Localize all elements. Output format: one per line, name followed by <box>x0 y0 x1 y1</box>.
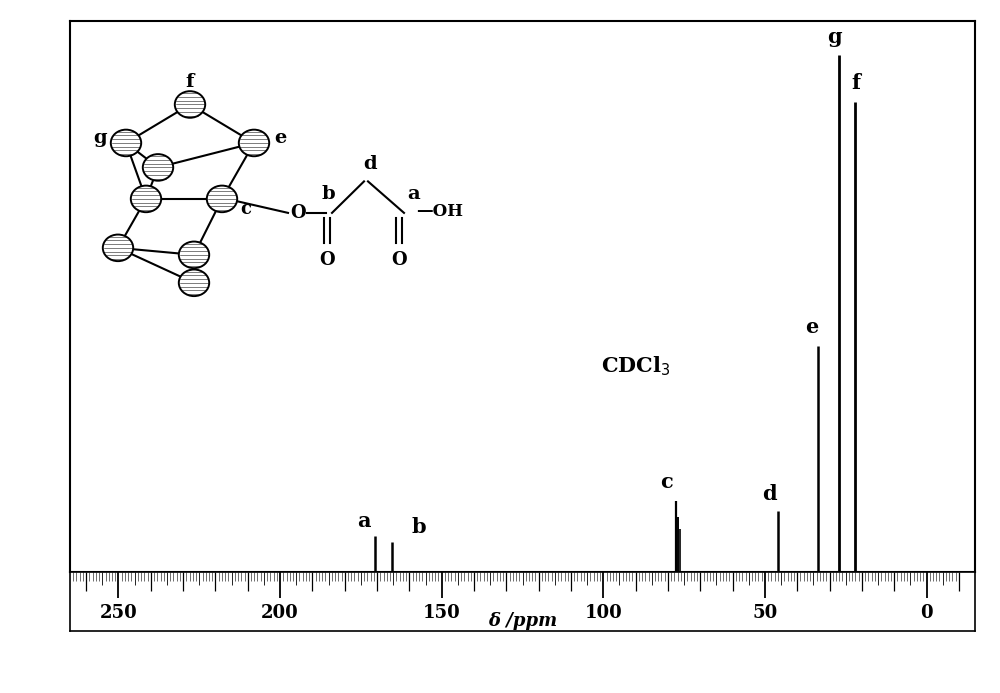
Circle shape <box>111 130 141 156</box>
Text: f: f <box>186 73 194 91</box>
Circle shape <box>175 91 205 118</box>
Text: 250: 250 <box>100 604 137 622</box>
Text: e: e <box>805 317 818 337</box>
Text: b: b <box>321 184 335 202</box>
Text: f: f <box>851 73 860 93</box>
Circle shape <box>131 186 161 212</box>
Text: 50: 50 <box>752 604 778 622</box>
Text: a: a <box>357 511 371 531</box>
Circle shape <box>143 154 173 181</box>
Text: 0: 0 <box>920 604 933 622</box>
Text: b: b <box>412 517 426 537</box>
Text: CDCl$_3$: CDCl$_3$ <box>601 354 670 378</box>
Text: O: O <box>391 252 407 270</box>
Text: 150: 150 <box>423 604 461 622</box>
Circle shape <box>179 242 209 268</box>
Text: 200: 200 <box>261 604 299 622</box>
Circle shape <box>239 130 269 156</box>
Circle shape <box>179 270 209 296</box>
Text: c: c <box>660 472 673 492</box>
Text: g: g <box>93 129 107 147</box>
Text: δ /ppm: δ /ppm <box>488 612 557 630</box>
Text: c: c <box>240 200 252 218</box>
Text: —OH: —OH <box>416 202 463 220</box>
Circle shape <box>207 186 237 212</box>
Text: O: O <box>319 252 335 270</box>
Text: e: e <box>274 129 286 147</box>
Text: d: d <box>762 484 777 504</box>
Circle shape <box>103 234 133 261</box>
Text: 100: 100 <box>584 604 622 622</box>
Text: a: a <box>408 184 420 202</box>
Text: O: O <box>290 204 306 222</box>
Text: g: g <box>827 27 842 47</box>
Text: d: d <box>363 155 377 173</box>
